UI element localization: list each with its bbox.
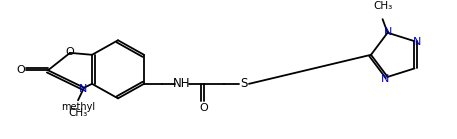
Text: CH₃: CH₃ xyxy=(69,108,88,118)
Text: N: N xyxy=(383,27,392,37)
Text: CH₃: CH₃ xyxy=(373,1,392,11)
Text: O: O xyxy=(200,103,208,113)
Text: N: N xyxy=(413,37,422,47)
Text: S: S xyxy=(240,77,248,90)
Text: N: N xyxy=(79,84,87,94)
Text: O: O xyxy=(66,47,74,57)
Text: NH: NH xyxy=(173,77,191,90)
Text: N: N xyxy=(380,74,389,84)
Text: O: O xyxy=(16,65,26,75)
Text: methyl: methyl xyxy=(61,102,95,112)
